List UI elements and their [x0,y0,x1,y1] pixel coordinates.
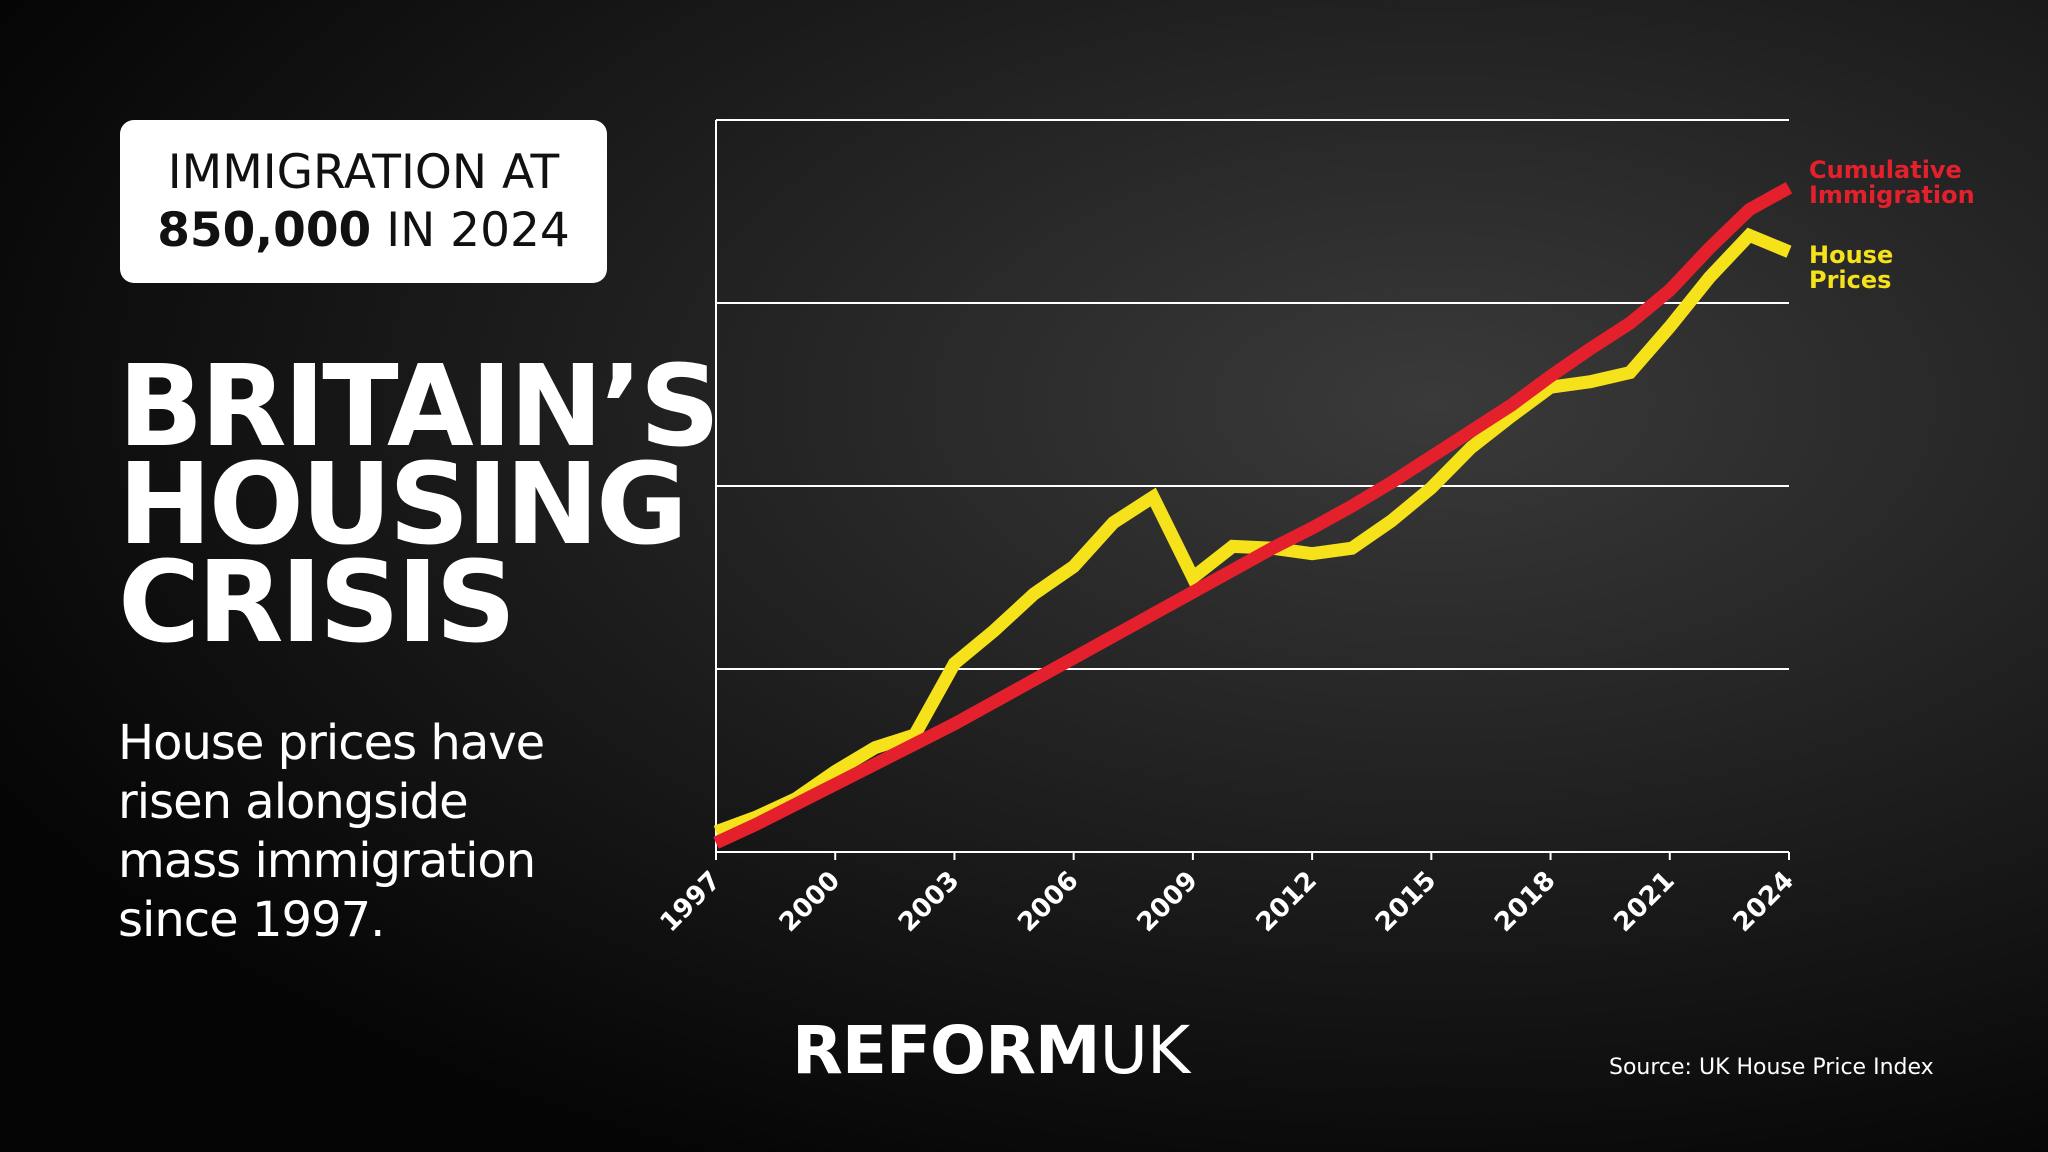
x-tick-label: 2012 [1251,866,1323,938]
x-tick-label: 2003 [893,866,965,938]
badge-line: 850,000 IN 2024 [120,202,607,260]
x-tick-label: 1997 [655,866,727,938]
x-tick-label: 2009 [1131,866,1203,938]
badge-line: IMMIGRATION AT [167,144,560,200]
x-tick-label: 2021 [1608,866,1680,938]
x-tick-label: 2000 [774,866,846,938]
x-tick-label: 2006 [1012,866,1084,938]
logo-suffix: UK [1099,1012,1191,1089]
subtitle: House prices have risen alongside mass i… [118,715,545,948]
series-line [713,227,1792,838]
x-tick-label: 2015 [1370,866,1442,938]
x-tick-label: 2018 [1489,866,1561,938]
badge: IMMIGRATION AT 850,000 IN 2024 [120,120,607,283]
source: Source: UK House Price Index [1609,1055,1934,1080]
series-label: House Prices [1809,241,1894,294]
logo: REFORMUK [792,1012,1191,1089]
chart-title: BRITAIN’S HOUSING CRISIS [118,342,720,668]
badge-text: IN 2024 [386,202,570,258]
logo-main: REFORM [792,1012,1101,1089]
badge-highlight: 850,000 [157,202,372,258]
series-label: Cumulative Immigration [1809,156,1975,209]
x-tick-label: 2024 [1728,866,1800,938]
series-line [713,182,1793,849]
